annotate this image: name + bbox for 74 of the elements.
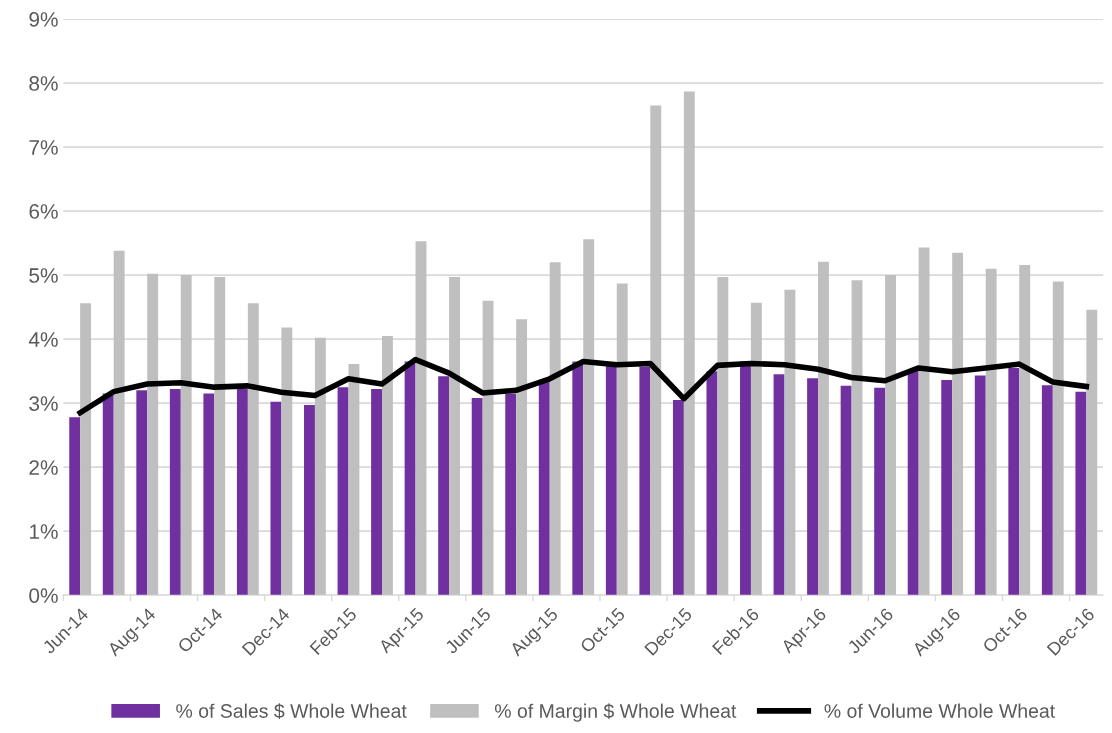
- bar: [214, 277, 226, 596]
- y-tick-label: 6%: [29, 204, 58, 219]
- bar: [203, 393, 215, 596]
- bar: [382, 335, 393, 596]
- bar: [136, 390, 148, 596]
- bar: [918, 247, 930, 596]
- legend-label: % of Volume Whole Wheat: [824, 703, 1055, 718]
- bar: [907, 369, 919, 596]
- y-tick-label: 3%: [29, 396, 58, 411]
- bar: [549, 262, 561, 596]
- bar: [471, 398, 483, 596]
- bar: [1075, 391, 1087, 596]
- y-tick-label: 0%: [29, 588, 58, 603]
- bar: [807, 378, 819, 596]
- legend-label: % of Sales $ Whole Wheat: [176, 703, 407, 720]
- bar: [952, 252, 964, 596]
- bar: [180, 275, 192, 596]
- bar: [449, 277, 460, 596]
- bar: [270, 401, 282, 596]
- legend-label: % of Margin $ Whole Wheat: [494, 703, 737, 722]
- bar: [840, 385, 852, 596]
- bar: [348, 364, 360, 596]
- bar: [482, 300, 494, 596]
- y-tick-label: 7%: [29, 140, 58, 155]
- bar: [147, 273, 159, 596]
- bar: [616, 283, 628, 596]
- bar: [650, 105, 662, 596]
- y-tick-label: 2%: [29, 460, 58, 475]
- bar: [1086, 309, 1098, 596]
- bar: [773, 374, 785, 596]
- bar: [985, 268, 997, 596]
- bar: [102, 393, 114, 596]
- y-tick-label: 9%: [29, 12, 58, 27]
- bar: [605, 364, 617, 596]
- bar: [583, 239, 595, 596]
- bar: [314, 337, 326, 596]
- bar: [169, 389, 181, 596]
- bar: [706, 371, 718, 596]
- bar: [113, 250, 125, 596]
- y-tick-label: 5%: [29, 268, 58, 283]
- y-tick-label: 4%: [28, 332, 58, 347]
- bar: [851, 280, 863, 596]
- bar: [885, 275, 896, 596]
- bar: [1052, 281, 1064, 596]
- bar: [404, 361, 416, 596]
- bar: [247, 303, 259, 596]
- bar: [1008, 367, 1020, 596]
- bar: [415, 241, 427, 596]
- bar: [516, 319, 528, 596]
- bar: [784, 289, 796, 596]
- bar: [304, 405, 315, 596]
- y-tick-label: 1%: [30, 524, 58, 539]
- bar: [371, 389, 383, 596]
- bar: [717, 277, 729, 596]
- bar: [818, 261, 829, 596]
- y-tick-label: 8%: [29, 76, 58, 91]
- bar: [236, 389, 248, 596]
- bar: [639, 366, 651, 596]
- bar: [683, 91, 695, 596]
- bar: [80, 303, 92, 596]
- bar: [672, 399, 684, 596]
- bar: [281, 327, 293, 596]
- bar: [974, 375, 986, 596]
- bar: [1041, 385, 1053, 596]
- bar: [505, 393, 517, 596]
- bar: [750, 302, 762, 596]
- bar: [941, 380, 953, 596]
- bar: [572, 361, 584, 596]
- bar: [337, 387, 349, 596]
- bar: [538, 380, 550, 596]
- bar: [69, 417, 81, 596]
- bar: [1019, 264, 1031, 596]
- bar: [874, 387, 886, 596]
- bar: [438, 376, 450, 596]
